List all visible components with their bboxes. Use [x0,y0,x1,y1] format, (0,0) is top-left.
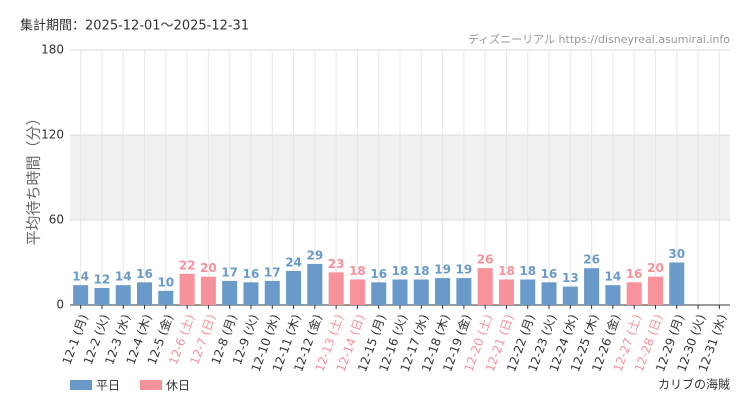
value-label: 16 [243,267,260,281]
bar [94,288,110,305]
value-label: 16 [626,267,643,281]
value-label: 24 [285,256,302,270]
bar [73,285,89,305]
y-tick-label: 60 [49,213,64,227]
attraction-name: カリブの海賊 [658,377,730,392]
value-label: 19 [434,263,451,277]
value-label: 18 [519,264,536,278]
legend-label: 休日 [166,379,190,393]
bar [520,279,536,305]
value-label: 14 [605,270,622,284]
value-label: 22 [179,258,196,272]
bar [477,268,493,305]
bar [115,285,131,305]
bar [626,282,642,305]
y-tick-label: 180 [41,43,64,57]
bar [413,279,429,305]
value-label: 18 [349,264,366,278]
value-label: 19 [456,263,473,277]
value-label: 14 [115,270,132,284]
bar [647,276,663,305]
value-label: 12 [94,273,111,287]
value-label: 29 [306,248,323,262]
chart-title: 集計期間：2025-12-01～2025-12-31 [20,18,249,34]
bar [392,279,408,305]
bar [349,279,365,305]
bar [243,282,259,305]
bar [179,273,195,305]
bar [498,279,514,305]
bar [605,285,621,305]
value-label: 30 [668,247,685,261]
bar [286,271,302,305]
value-label: 26 [583,253,600,267]
value-label: 20 [200,261,217,275]
value-label: 16 [136,267,153,281]
value-label: 18 [498,264,515,278]
bar [200,276,216,305]
value-label: 16 [541,267,558,281]
value-label: 16 [370,267,387,281]
value-label: 13 [562,271,579,285]
legend-swatch [70,380,92,390]
bar [435,278,451,305]
value-label: 17 [221,265,238,279]
value-label: 18 [392,264,409,278]
bar [371,282,387,305]
bar [158,290,174,305]
value-label: 14 [72,270,89,284]
bar [264,280,280,305]
value-label: 26 [477,253,494,267]
bar [562,286,578,305]
bar [328,272,344,305]
source: ディズニーリアル https://disneyreal.asumirai.inf… [468,32,730,46]
bar [137,282,153,305]
y-tick-label: 120 [41,128,64,142]
bar [222,280,238,305]
bar [584,268,600,305]
value-label: 10 [157,275,174,289]
bar [669,262,685,305]
y-tick-label: 0 [56,298,64,312]
value-label: 18 [413,264,430,278]
legend-swatch [140,380,162,390]
bar [541,282,557,305]
bar [307,263,323,305]
y-axis-label: 平均待ち時間（分） [25,110,43,245]
value-label: 23 [328,257,345,271]
value-label: 17 [264,265,281,279]
bar [456,278,472,305]
value-label: 20 [647,261,664,275]
legend-label: 平日 [96,379,120,393]
